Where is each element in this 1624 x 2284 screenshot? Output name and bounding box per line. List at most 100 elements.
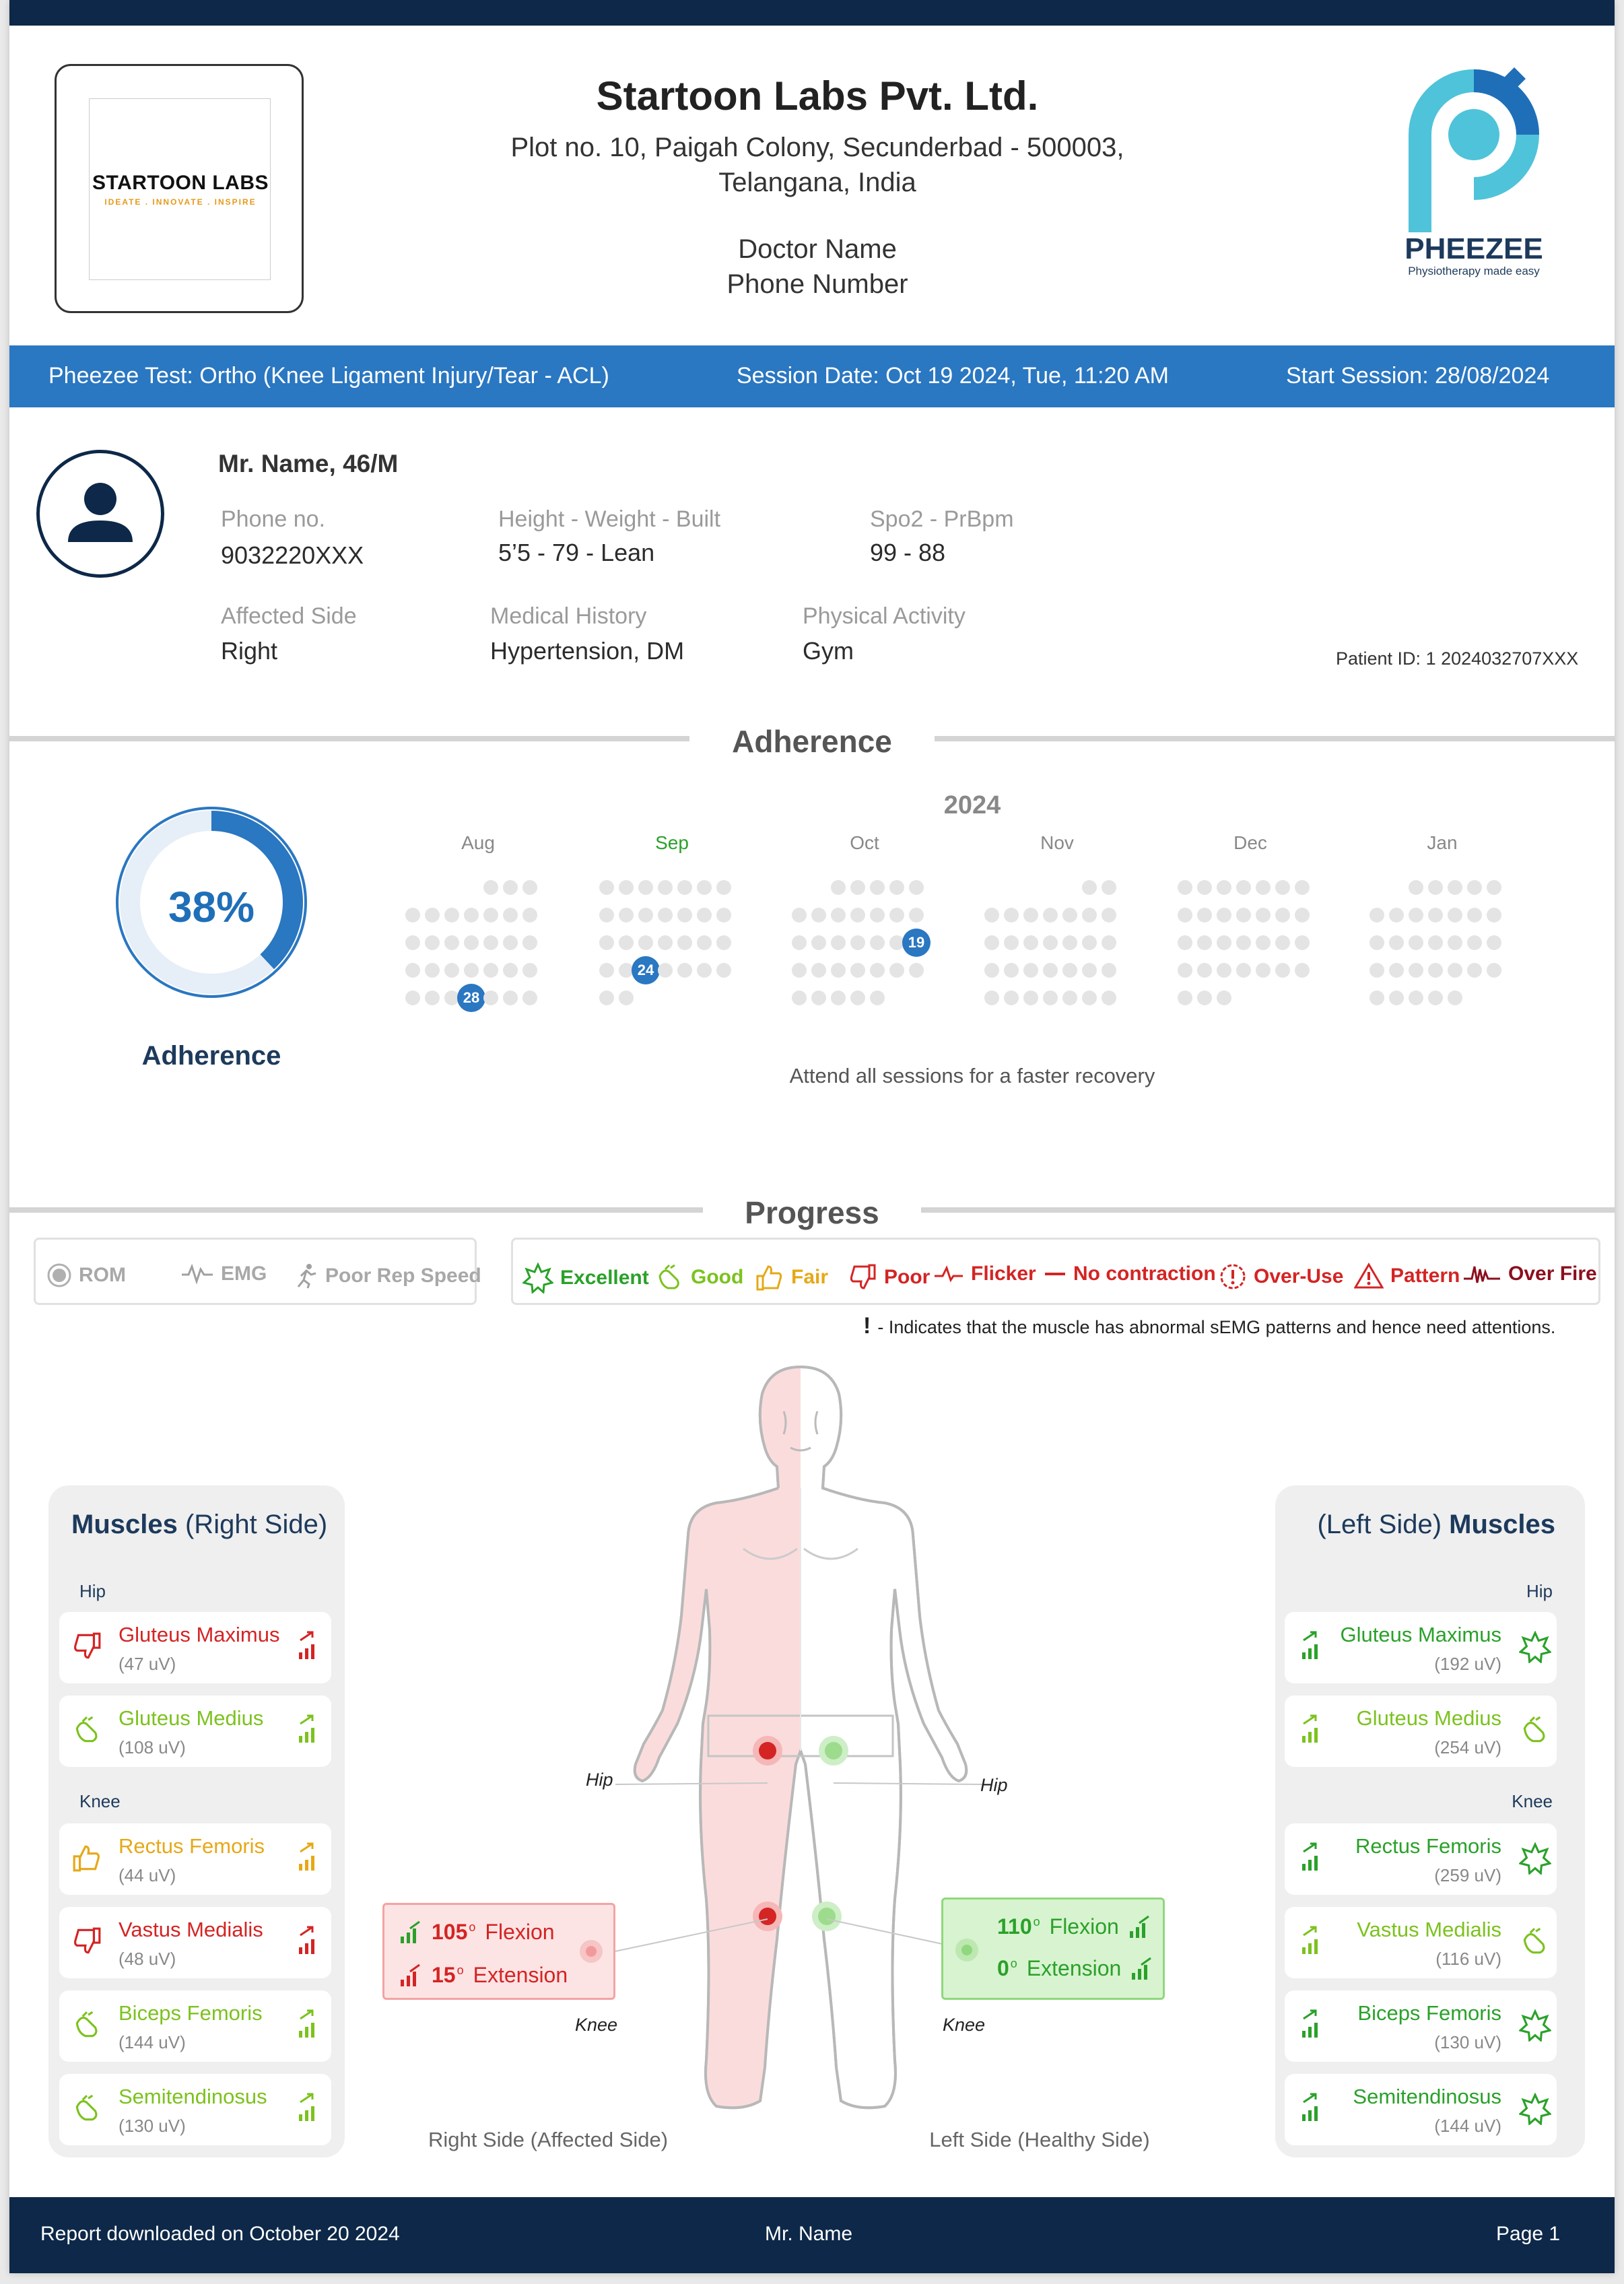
left-hip-marker[interactable]: [825, 1742, 842, 1759]
adherence-ring: [116, 807, 307, 998]
muscle-card[interactable]: Gluteus Maximus (47 uV): [59, 1612, 331, 1683]
calendar-day: [503, 963, 518, 978]
right-knee-marker[interactable]: [759, 1908, 776, 1925]
calendar-day: [831, 963, 846, 978]
calendar-day: [677, 963, 692, 978]
calendar-day: [1004, 963, 1019, 978]
legend-pattern: Pattern: [1354, 1263, 1460, 1289]
calendar-session-day[interactable]: 24: [632, 956, 660, 984]
calendar-day: [599, 963, 614, 978]
clapping-hands-icon: [75, 2011, 98, 2038]
muscle-card[interactable]: Vastus Medialis (48 uV): [59, 1907, 331, 1978]
warning-triangle-icon: [1354, 1263, 1384, 1289]
thumbs-down-icon: [850, 1264, 876, 1289]
legend-over-fire-label: Over Fire: [1508, 1263, 1597, 1285]
calendar-day: [1409, 908, 1423, 922]
mode-emg[interactable]: EMG: [180, 1263, 267, 1285]
mode-poor-rep-speed[interactable]: Poor Rep Speed: [294, 1263, 481, 1289]
calendar-day: [1369, 935, 1384, 950]
muscle-uv: (259 uV): [1434, 1865, 1501, 1885]
calendar-session-day[interactable]: 28: [457, 984, 485, 1012]
body-diagram: [608, 1365, 983, 2110]
legend-poor-label: Poor: [884, 1266, 931, 1288]
attention-note: ! - Indicates that the muscle has abnorma…: [863, 1313, 1555, 1339]
muscle-uv: (48 uV): [119, 1949, 176, 1969]
mode-rom[interactable]: ROM: [46, 1263, 126, 1288]
session-date: Session Date: Oct 19 2024, Tue, 11:20 AM: [737, 363, 1169, 389]
calendar-day: [599, 908, 614, 922]
trend-bars-icon: [299, 1926, 314, 1954]
calendar-day: [811, 908, 826, 922]
calendar-day: [1062, 963, 1077, 978]
trend-bars-icon: [1302, 2009, 1318, 2038]
calendar-day: [1023, 935, 1038, 950]
calendar-day: [792, 990, 807, 1005]
muscle-card[interactable]: Gluteus Maximus (192 uV): [1285, 1612, 1557, 1683]
calendar-day: [522, 880, 537, 895]
muscle-name: Semitendinosus: [1353, 2085, 1501, 2108]
calendar-session-day[interactable]: 19: [902, 929, 931, 957]
calendar-day: [464, 908, 479, 922]
company-logo-frame: STARTOON LABS IDEATE . INNOVATE . INSPIR…: [55, 64, 304, 313]
legend-good: Good: [654, 1263, 743, 1292]
muscle-card[interactable]: Vastus Medialis (116 uV): [1285, 1907, 1557, 1978]
calendar-day: [503, 908, 518, 922]
muscle-card[interactable]: Rectus Femoris (44 uV): [59, 1823, 331, 1895]
calendar-day: [658, 908, 673, 922]
trend-bars-icon: [401, 1963, 420, 1986]
muscle-name: Vastus Medialis: [119, 1918, 263, 1941]
trend-bars-icon: [1129, 1915, 1149, 1938]
calendar-day: [984, 935, 999, 950]
trend-bars-icon: [299, 2009, 314, 2038]
calendar-day: [1369, 963, 1384, 978]
muscle-card[interactable]: Gluteus Medius (254 uV): [1285, 1695, 1557, 1767]
calendar-day: [483, 990, 498, 1005]
calendar-day: [889, 935, 904, 950]
calendar-day: [638, 908, 653, 922]
footer: Report downloaded on October 20 2024 Mr.…: [9, 2197, 1615, 2273]
calendar-day: [1467, 908, 1482, 922]
calendar-day: [483, 935, 498, 950]
thumbs-down-icon: [74, 1927, 101, 1954]
right-extension-row: 15 o Extension: [399, 1963, 568, 1988]
muscle-uv: (130 uV): [1434, 2032, 1501, 2052]
calendar-day: [1082, 963, 1097, 978]
calendar-day: [716, 908, 731, 922]
muscle-card[interactable]: Biceps Femoris (144 uV): [59, 1990, 331, 2062]
left-knee-marker[interactable]: [818, 1908, 836, 1925]
calendar-day: [1487, 935, 1501, 950]
muscle-card[interactable]: Semitendinosus (130 uV): [59, 2074, 331, 2145]
muscle-card[interactable]: Rectus Femoris (259 uV): [1285, 1823, 1557, 1895]
trend-bars-icon: [1302, 1842, 1318, 1871]
calendar-day: [716, 880, 731, 895]
medical-history-label: Medical History: [490, 603, 647, 629]
calendar-day: [1197, 908, 1212, 922]
trend-bars-icon: [1302, 1926, 1318, 1954]
left-side-muscles-panel: (Left Side) Muscles Hip Knee Gluteus Max…: [1275, 1485, 1585, 2157]
divider: [935, 736, 1615, 741]
calendar-day: [1295, 935, 1310, 950]
muscle-card[interactable]: Biceps Femoris (130 uV): [1285, 1990, 1557, 2062]
pheezee-logo: PHEEZEE Physiotherapy made easy: [1393, 64, 1555, 277]
calendar-day: [1102, 880, 1116, 895]
calendar-day: [889, 963, 904, 978]
page-number: Page 1: [1496, 2223, 1561, 2245]
right-side-caption: Right Side (Affected Side): [428, 2128, 669, 2151]
calendar-month-label: Oct: [850, 832, 879, 853]
left-flexion-row: 110 o Flexion: [997, 1914, 1151, 1939]
session-info-bar: Pheezee Test: Ortho (Knee Ligament Injur…: [9, 345, 1615, 407]
muscle-card[interactable]: Gluteus Medius (108 uV): [59, 1695, 331, 1767]
calendar-day: [677, 880, 692, 895]
calendar-day: [1102, 908, 1116, 922]
calendar-day: [1043, 935, 1058, 950]
emg-wave-icon: [182, 1264, 213, 1284]
calendar-day: [1467, 880, 1482, 895]
report-page: STARTOON LABS IDEATE . INNOVATE . INSPIR…: [9, 0, 1615, 2273]
calendar-day: [464, 963, 479, 978]
right-hip-marker[interactable]: [759, 1742, 776, 1759]
trend-bars-icon: [299, 1842, 314, 1871]
calendar-day: [444, 935, 459, 950]
muscle-card[interactable]: Semitendinosus (144 uV): [1285, 2074, 1557, 2145]
muscle-uv: (47 uV): [119, 1654, 176, 1674]
